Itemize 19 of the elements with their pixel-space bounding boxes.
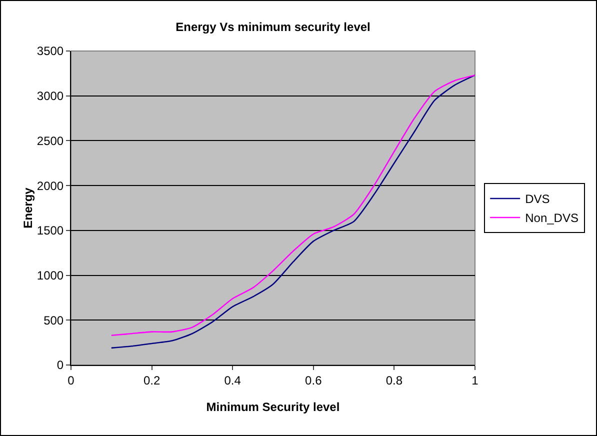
y-tick-label: 3000	[36, 89, 64, 104]
legend-label: Non_DVS	[525, 211, 578, 226]
x-axis-title: Minimum Security level	[206, 400, 340, 414]
y-tick-label: 2500	[36, 134, 64, 148]
chart-title: Energy Vs minimum security level	[176, 20, 370, 34]
x-tick-label: 1	[472, 373, 479, 388]
y-tick-label: 500	[44, 313, 64, 328]
legend-label: DVS	[525, 192, 550, 206]
y-tick-label: 0	[56, 358, 64, 372]
y-tick-label: 3500	[36, 44, 64, 58]
y-axis-title: Energy	[20, 187, 35, 228]
y-tick-label: 1000	[36, 268, 64, 282]
y-tick-label: 1500	[36, 224, 64, 238]
x-tick-label: 0.8	[386, 373, 403, 388]
x-tick-label: 0.2	[143, 373, 160, 388]
x-tick-label: 0.6	[305, 373, 322, 388]
x-tick-label: 0.4	[224, 373, 242, 388]
y-tick-label: 2000	[36, 178, 64, 193]
x-tick-label: 0	[68, 373, 75, 388]
